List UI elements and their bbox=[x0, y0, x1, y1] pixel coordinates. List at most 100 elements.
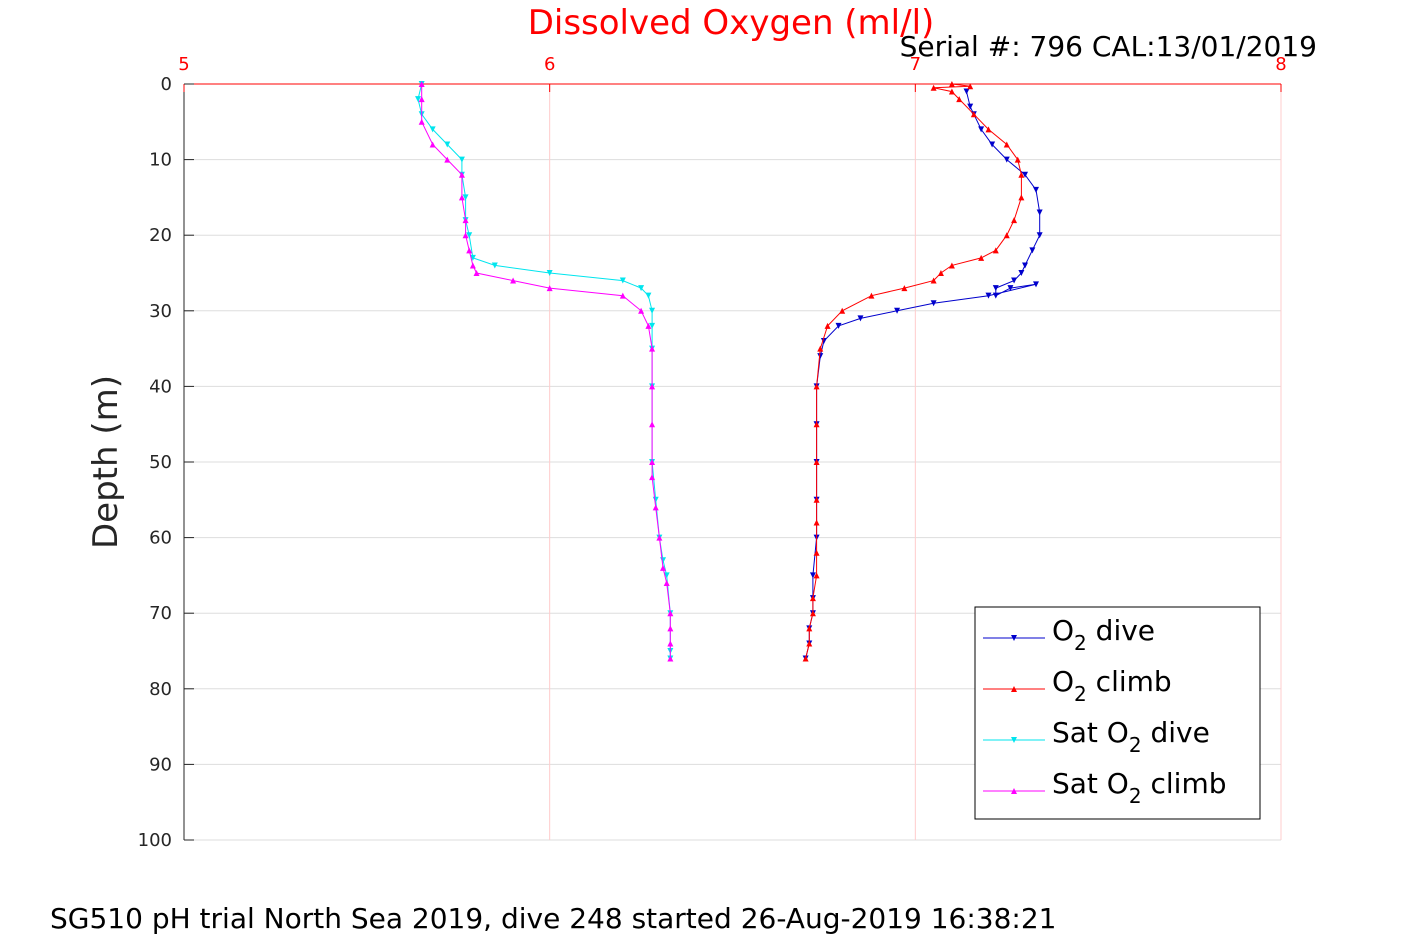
data-point-o2_dive bbox=[1007, 285, 1014, 292]
legend-label-subscript: 2 bbox=[1129, 733, 1142, 757]
series-line-sat_climb bbox=[421, 84, 671, 659]
series-o2_climb bbox=[802, 81, 1025, 662]
x-tick-label: 8 bbox=[1275, 54, 1286, 75]
data-point-o2_dive bbox=[1029, 247, 1036, 254]
x-tick-labels: 5 6 7 8 bbox=[178, 54, 1287, 92]
x-tick-label: 6 bbox=[544, 54, 555, 75]
data-point-o2_dive bbox=[1033, 281, 1040, 288]
y-tick-label: 30 bbox=[149, 301, 172, 322]
data-point-sat_dive bbox=[444, 141, 451, 148]
data-point-o2_climb bbox=[802, 655, 809, 662]
data-point-o2_climb bbox=[813, 421, 820, 428]
data-point-sat_dive bbox=[663, 572, 670, 579]
legend-label-subscript: 2 bbox=[1129, 784, 1142, 808]
data-point-o2_climb bbox=[1014, 156, 1021, 163]
data-point-sat_dive bbox=[649, 307, 656, 314]
series-line-sat_dive bbox=[417, 83, 671, 659]
data-point-o2_dive bbox=[1033, 186, 1040, 193]
legend-label-prefix: Sat O bbox=[1052, 716, 1129, 749]
legend-label-suffix: climb bbox=[1142, 767, 1227, 800]
legend-label-subscript: 2 bbox=[1074, 631, 1087, 655]
data-point-o2_climb bbox=[948, 88, 955, 95]
data-point-o2_climb bbox=[970, 111, 977, 118]
data-point-sat_climb bbox=[466, 247, 473, 254]
y-tick-label: 80 bbox=[149, 679, 172, 700]
data-point-o2_dive bbox=[1036, 232, 1043, 239]
x-tick-label: 7 bbox=[910, 54, 921, 75]
data-point-sat_climb bbox=[667, 625, 674, 632]
data-point-o2_dive bbox=[817, 353, 824, 360]
legend-label-subscript: 2 bbox=[1074, 682, 1087, 706]
data-point-o2_dive bbox=[1011, 277, 1018, 284]
y-tick-label: 10 bbox=[149, 150, 172, 171]
data-point-o2_climb bbox=[937, 270, 944, 276]
data-point-o2_climb bbox=[868, 292, 875, 299]
data-point-o2_dive bbox=[1003, 156, 1010, 163]
legend-swatch-marker bbox=[1011, 788, 1017, 794]
data-point-o2_climb bbox=[948, 81, 955, 87]
data-point-sat_dive bbox=[546, 270, 553, 276]
data-point-o2_climb bbox=[967, 83, 974, 90]
legend-label-suffix: climb bbox=[1087, 665, 1172, 698]
data-point-sat_climb bbox=[667, 640, 674, 647]
data-point-o2_climb bbox=[817, 345, 824, 352]
y-tick-label: 20 bbox=[149, 225, 172, 246]
data-point-sat_dive bbox=[491, 262, 498, 269]
data-point-o2_climb bbox=[813, 383, 820, 390]
data-point-o2_dive bbox=[930, 300, 937, 307]
x-tick-label: 5 bbox=[178, 54, 189, 75]
data-point-sat_climb bbox=[649, 459, 656, 465]
series-sat_dive bbox=[415, 81, 674, 662]
legend-label-suffix: dive bbox=[1142, 716, 1210, 749]
data-point-o2_climb bbox=[1003, 232, 1010, 239]
series bbox=[415, 81, 1043, 662]
data-point-sat_dive bbox=[649, 322, 656, 329]
series-o2_dive bbox=[802, 88, 1043, 662]
data-point-o2_dive bbox=[967, 103, 974, 110]
y-tick-labels: 0 10 20 30 40 50 60 70 80 90 100 bbox=[138, 74, 194, 851]
legend-swatch-marker bbox=[1011, 737, 1017, 743]
data-point-sat_climb bbox=[418, 96, 425, 103]
data-point-o2_climb bbox=[813, 572, 820, 579]
legend-box bbox=[974, 606, 1261, 820]
data-point-o2_climb bbox=[930, 277, 937, 284]
data-point-sat_climb bbox=[667, 655, 674, 662]
y-tick-label: 40 bbox=[149, 376, 172, 397]
data-point-o2_climb bbox=[813, 496, 820, 503]
data-point-o2_climb bbox=[1003, 141, 1010, 148]
legend-label: Sat O2 climb bbox=[1052, 767, 1227, 808]
data-point-sat_climb bbox=[429, 141, 436, 148]
data-point-sat_climb bbox=[649, 345, 656, 352]
data-point-o2_climb bbox=[809, 610, 816, 617]
data-point-o2_climb bbox=[992, 247, 999, 254]
data-point-o2_climb bbox=[978, 254, 985, 261]
data-point-sat_dive bbox=[469, 254, 476, 261]
data-point-o2_dive bbox=[1022, 262, 1029, 269]
data-point-o2_dive bbox=[992, 285, 999, 292]
legend-item-o2-climb: O2 climb bbox=[983, 665, 1172, 706]
data-point-o2_dive bbox=[1018, 270, 1025, 276]
legend-label-prefix: Sat O bbox=[1052, 767, 1129, 800]
data-point-o2_dive bbox=[820, 338, 827, 345]
data-point-sat_climb bbox=[663, 579, 670, 586]
data-point-sat_climb bbox=[473, 270, 480, 276]
data-point-o2_dive bbox=[985, 292, 992, 299]
series-sat_climb bbox=[418, 81, 674, 662]
data-point-o2_dive bbox=[857, 315, 864, 322]
data-point-sat_climb bbox=[418, 118, 425, 125]
data-point-o2_dive bbox=[1036, 209, 1043, 216]
data-point-o2_climb bbox=[813, 549, 820, 556]
y-tick-label: 60 bbox=[149, 528, 172, 549]
data-point-o2_dive bbox=[989, 141, 996, 148]
data-point-sat_dive bbox=[462, 194, 469, 201]
legend-swatch-marker bbox=[1011, 686, 1017, 692]
data-point-o2_climb bbox=[901, 285, 908, 292]
data-point-o2_climb bbox=[1018, 171, 1025, 178]
legend-item-sat-dive: Sat O2 dive bbox=[983, 716, 1210, 757]
data-point-sat_climb bbox=[546, 285, 553, 292]
legend-label: Sat O2 dive bbox=[1052, 716, 1210, 757]
legend-label: O2 dive bbox=[1052, 614, 1155, 655]
data-point-sat_dive bbox=[466, 232, 473, 239]
data-point-sat_climb bbox=[638, 307, 645, 314]
